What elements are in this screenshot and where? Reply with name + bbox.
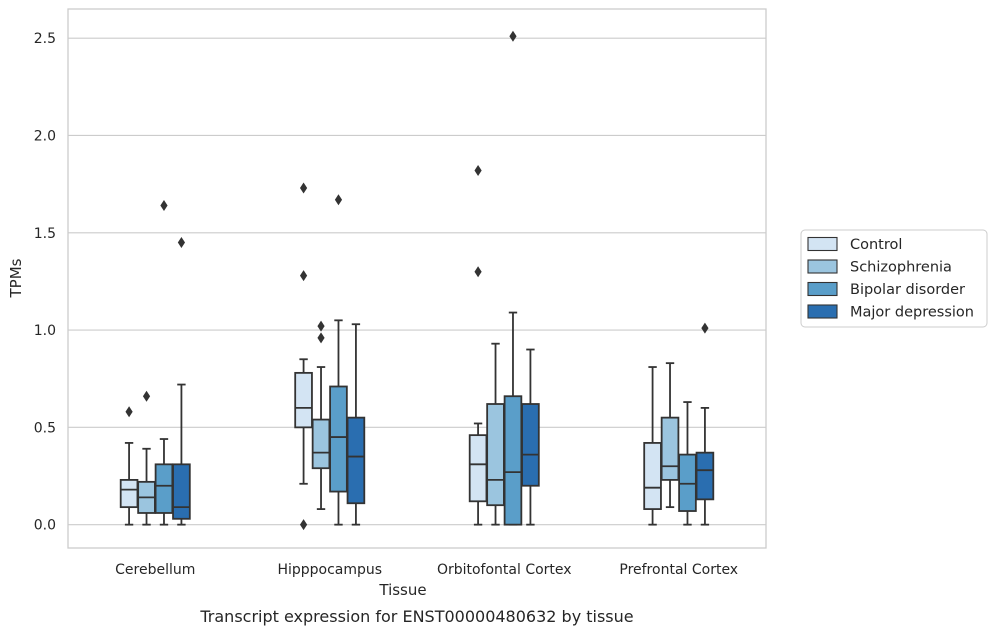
legend-label: Major depression bbox=[850, 305, 974, 321]
x-tick-labels: Cerebellum Hipppocampus Orbitofontal Corte… bbox=[115, 562, 738, 578]
legend-swatch bbox=[807, 281, 838, 297]
box-iqr bbox=[468, 434, 488, 503]
box-bipolar-disorder bbox=[503, 30, 523, 526]
x-tick-label: Hipppocampus bbox=[277, 562, 382, 578]
box-control bbox=[119, 406, 139, 526]
box-schizophrenia bbox=[137, 390, 156, 526]
x-tick-label: Orbitofontal Cortex bbox=[437, 562, 572, 578]
legend-frame bbox=[800, 229, 988, 328]
box-iqr bbox=[660, 416, 680, 481]
legend: Control Schizophrenia Bipolar disorder Majo… bbox=[800, 229, 988, 328]
outlier-point bbox=[701, 322, 709, 334]
box-iqr bbox=[154, 463, 174, 514]
box-control bbox=[468, 165, 488, 526]
box-bipolar-disorder bbox=[329, 194, 348, 526]
box-schizophrenia bbox=[660, 362, 680, 509]
outlier-point bbox=[317, 332, 325, 344]
box-iqr bbox=[346, 416, 366, 505]
box-bipolar-disorder bbox=[154, 200, 174, 526]
box-iqr bbox=[172, 463, 191, 520]
x-tick-label: Prefrontal Cortex bbox=[619, 562, 738, 578]
legend-swatch bbox=[807, 304, 838, 319]
y-tick-labels: 0.0 0.5 1.0 1.5 2.0 2.5 bbox=[34, 31, 56, 533]
box-iqr bbox=[521, 403, 540, 487]
outlier-point bbox=[125, 406, 133, 418]
legend-label: Control bbox=[850, 237, 902, 253]
box-iqr bbox=[695, 451, 715, 501]
box-major-depression bbox=[346, 323, 366, 526]
outlier-point bbox=[334, 194, 343, 206]
legend-swatch bbox=[807, 236, 838, 252]
box-iqr bbox=[119, 478, 139, 509]
box-control bbox=[643, 366, 662, 526]
box-schizophrenia bbox=[486, 342, 505, 526]
y-tick-label: 2.0 bbox=[34, 128, 56, 144]
box-plot-area bbox=[119, 30, 715, 531]
box-iqr bbox=[678, 453, 697, 512]
box-control bbox=[294, 182, 313, 531]
box-bipolar-disorder bbox=[678, 401, 697, 526]
legend-swatch bbox=[807, 259, 838, 274]
box-iqr bbox=[329, 385, 348, 493]
outlier-point bbox=[474, 165, 482, 177]
outlier-point bbox=[299, 270, 308, 282]
outlier-point bbox=[160, 200, 168, 212]
box-schizophrenia bbox=[311, 320, 331, 510]
y-tick-label: 1.0 bbox=[34, 323, 56, 339]
outlier-point bbox=[142, 390, 151, 402]
outlier-point bbox=[474, 266, 482, 278]
legend-label: Schizophrenia bbox=[850, 260, 952, 276]
box-iqr bbox=[643, 442, 662, 510]
box-iqr bbox=[486, 403, 505, 507]
y-tick-label: 0.0 bbox=[34, 518, 56, 534]
outlier-point bbox=[509, 30, 517, 42]
box-major-depression bbox=[695, 322, 715, 526]
outlier-point bbox=[299, 519, 308, 531]
plot-frame bbox=[67, 8, 767, 549]
outlier-point bbox=[177, 237, 186, 249]
y-tick-label: 2.5 bbox=[34, 31, 56, 47]
x-tick-label: Cerebellum bbox=[115, 562, 195, 578]
y-axis-label: TPMs bbox=[7, 258, 25, 298]
x-axis-label: Tissue bbox=[378, 581, 426, 599]
outlier-point bbox=[317, 320, 325, 332]
box-iqr bbox=[503, 395, 523, 526]
box-major-depression bbox=[172, 237, 191, 526]
legend-label: Bipolar disorder bbox=[850, 282, 965, 298]
y-tick-label: 1.5 bbox=[34, 226, 56, 242]
box-iqr bbox=[311, 418, 331, 470]
box-major-depression bbox=[521, 348, 540, 526]
chart-caption: Transcript expression for ENST0000048063… bbox=[199, 607, 633, 626]
box-iqr bbox=[294, 371, 313, 429]
y-tick-label: 0.5 bbox=[34, 420, 56, 436]
outlier-point bbox=[299, 182, 308, 194]
